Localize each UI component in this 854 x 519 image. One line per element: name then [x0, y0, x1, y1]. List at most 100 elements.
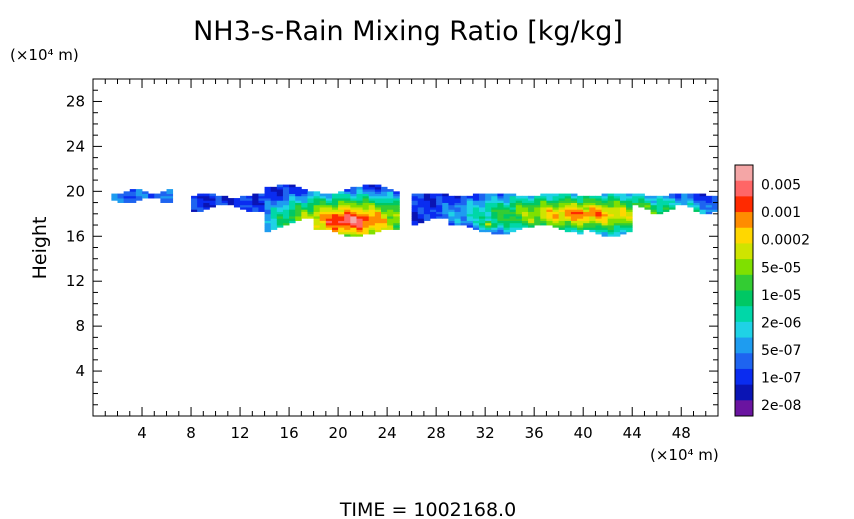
field-cell [595, 200, 602, 203]
field-cell [577, 198, 584, 201]
field-cell [705, 202, 713, 206]
field-cell [374, 222, 382, 226]
field-cell [638, 193, 645, 197]
field-cell [362, 216, 370, 219]
field-cell [570, 193, 578, 197]
field-cell [338, 198, 345, 201]
field-cell [380, 189, 388, 192]
field-cell [264, 220, 272, 224]
field-cell [436, 204, 443, 208]
field-cell [295, 200, 302, 203]
field-cell [577, 207, 584, 210]
field-cell [515, 202, 523, 206]
field-cell [564, 229, 572, 233]
field-cell [423, 195, 431, 199]
field-cell [430, 202, 437, 206]
field-cell [276, 209, 284, 212]
field-cell [540, 202, 547, 206]
field-cell [521, 195, 529, 199]
field-cell [276, 216, 284, 219]
field-cell [111, 198, 118, 201]
field-cell [276, 211, 284, 215]
field-cell [613, 209, 621, 212]
field-cell [564, 202, 572, 206]
field-cell [503, 202, 511, 206]
field-cell [656, 198, 664, 201]
field-cell [577, 213, 584, 217]
field-cell [558, 216, 566, 219]
field-cell [233, 198, 241, 201]
field-cell [650, 195, 658, 199]
field-cell [368, 204, 376, 208]
field-cell [509, 227, 517, 230]
field-cell [540, 207, 547, 210]
field-cell [687, 193, 694, 197]
field-cell [264, 200, 272, 203]
field-cell [552, 225, 560, 228]
field-cell [387, 200, 394, 203]
field-cell [540, 193, 547, 197]
field-cell [209, 198, 216, 201]
field-cell [270, 213, 278, 217]
field-cell [209, 204, 216, 208]
field-cell [466, 213, 474, 217]
field-cell [142, 193, 149, 197]
field-cell [191, 195, 198, 199]
colorbar-swatch [735, 196, 753, 213]
field-cell [601, 229, 609, 233]
field-cell [331, 207, 339, 210]
field-cell [491, 195, 498, 199]
field-cell [356, 186, 364, 190]
field-cell [282, 191, 290, 194]
field-cell [472, 213, 480, 217]
field-cell [466, 211, 474, 215]
y-tick-label: 20 [66, 182, 85, 200]
field-cell [325, 198, 333, 201]
field-cell [282, 216, 290, 219]
field-cell [497, 231, 504, 235]
field-cell [374, 202, 382, 206]
field-cell [485, 198, 492, 201]
field-cell [264, 225, 272, 228]
field-cell [644, 195, 651, 199]
field-cell [693, 202, 701, 206]
field-cell [380, 222, 388, 226]
field-cell [264, 186, 272, 190]
field-cell [423, 211, 431, 215]
field-cell [362, 195, 370, 199]
field-cell [472, 227, 480, 230]
field-cell [197, 200, 204, 203]
field-cell [448, 220, 455, 224]
field-cell [546, 222, 553, 226]
field-cell [509, 220, 517, 224]
field-cell [577, 211, 584, 215]
field-cell [148, 193, 155, 197]
field-cell [325, 225, 333, 228]
field-cell [472, 218, 480, 221]
field-cell [595, 195, 602, 199]
field-cell [240, 204, 247, 208]
field-cell [558, 220, 566, 224]
field-cell [117, 200, 125, 203]
field-cell [497, 222, 504, 226]
field-cell [411, 213, 419, 217]
field-cell [546, 202, 553, 206]
field-cell [589, 216, 596, 219]
field-cell [570, 225, 578, 228]
y-tick-label: 28 [66, 92, 85, 110]
field-cell [368, 225, 376, 228]
field-cell [111, 193, 118, 197]
field-cell [485, 220, 492, 224]
field-cell [607, 209, 615, 212]
field-cell [264, 229, 272, 233]
field-cell [135, 195, 143, 199]
colorbar-swatch [735, 259, 753, 276]
field-cell [509, 213, 517, 217]
field-cell [129, 193, 137, 197]
field-cell [448, 211, 455, 215]
field-cell [601, 220, 609, 224]
field-cell [301, 211, 308, 215]
field-cell [497, 211, 504, 215]
field-cell [442, 193, 449, 197]
field-cell [668, 200, 676, 203]
